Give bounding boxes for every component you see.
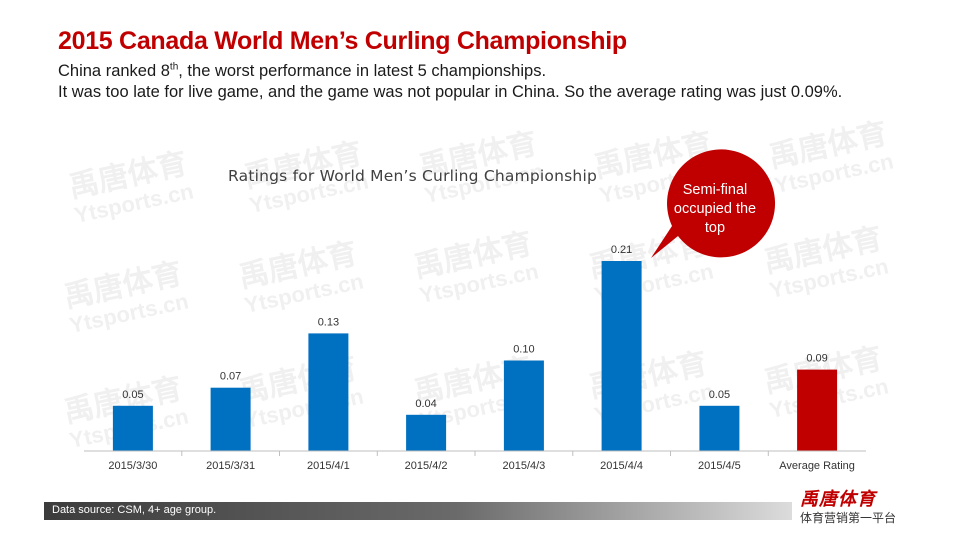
subtitle-line-1-pre: China ranked 8 <box>58 62 170 80</box>
data-label: 0.04 <box>415 398 436 410</box>
slide-title: 2015 Canada World Men’s Curling Champion… <box>58 27 627 55</box>
x-tick-label: 2015/4/1 <box>307 460 350 472</box>
data-source-note: Data source: CSM, 4+ age group. <box>52 504 217 516</box>
subtitle-line-2: It was too late for live game, and the g… <box>58 83 843 101</box>
brand-logo: 禹唐体育 <box>800 489 876 510</box>
subtitle: China ranked 8th, the worst performance … <box>58 61 898 103</box>
data-label: 0.09 <box>806 353 827 365</box>
brand-tagline: 体育营销第一平台 <box>800 511 897 525</box>
data-label: 0.05 <box>709 389 730 401</box>
data-label: 0.07 <box>220 371 241 383</box>
x-tick-label: 2015/3/30 <box>108 460 157 472</box>
x-tick-label: 2015/4/2 <box>405 460 448 472</box>
bars-layer: 0.05 0.07 0.13 0.04 0.10 0.21 0.05 0.09 <box>112 244 838 451</box>
data-label: 0.05 <box>122 389 143 401</box>
bar-2015/4/2 <box>406 414 447 451</box>
subtitle-line-1: China ranked 8th, the worst performance … <box>58 61 898 82</box>
bar-2015/4/3 <box>503 360 544 451</box>
bar-2015/3/30 <box>112 405 153 451</box>
x-tick-label: 2015/4/4 <box>600 460 643 472</box>
subtitle-line-1-post: , the worst performance in latest 5 cham… <box>178 62 547 80</box>
bar-2015/4/4 <box>601 261 642 451</box>
semi-final-callout <box>651 149 776 258</box>
x-axis-ticks: 2015/3/30 2015/3/31 2015/4/1 2015/4/2 2015/4… <box>108 451 855 472</box>
footer-bar <box>44 502 792 520</box>
subtitle-line-1-sup: th <box>169 61 179 73</box>
bar-2015/3/31 <box>210 387 251 451</box>
bar-2015/4/5 <box>699 405 740 451</box>
x-tick-label: Average Rating <box>779 460 855 472</box>
data-label: 0.13 <box>318 316 339 328</box>
bar-2015/4/1 <box>308 333 349 451</box>
callout-text: Semi-final occupied the top <box>673 182 757 236</box>
x-tick-label: 2015/4/5 <box>698 460 741 472</box>
data-label: 0.10 <box>513 344 534 356</box>
x-tick-label: 2015/4/3 <box>502 460 545 472</box>
data-label: 0.21 <box>611 244 632 256</box>
x-tick-label: 2015/3/31 <box>206 460 255 472</box>
chart-title: Ratings for World Men’s Curling Champion… <box>228 167 597 185</box>
average-rating-bar <box>797 369 838 451</box>
callout-bubble <box>651 149 776 258</box>
